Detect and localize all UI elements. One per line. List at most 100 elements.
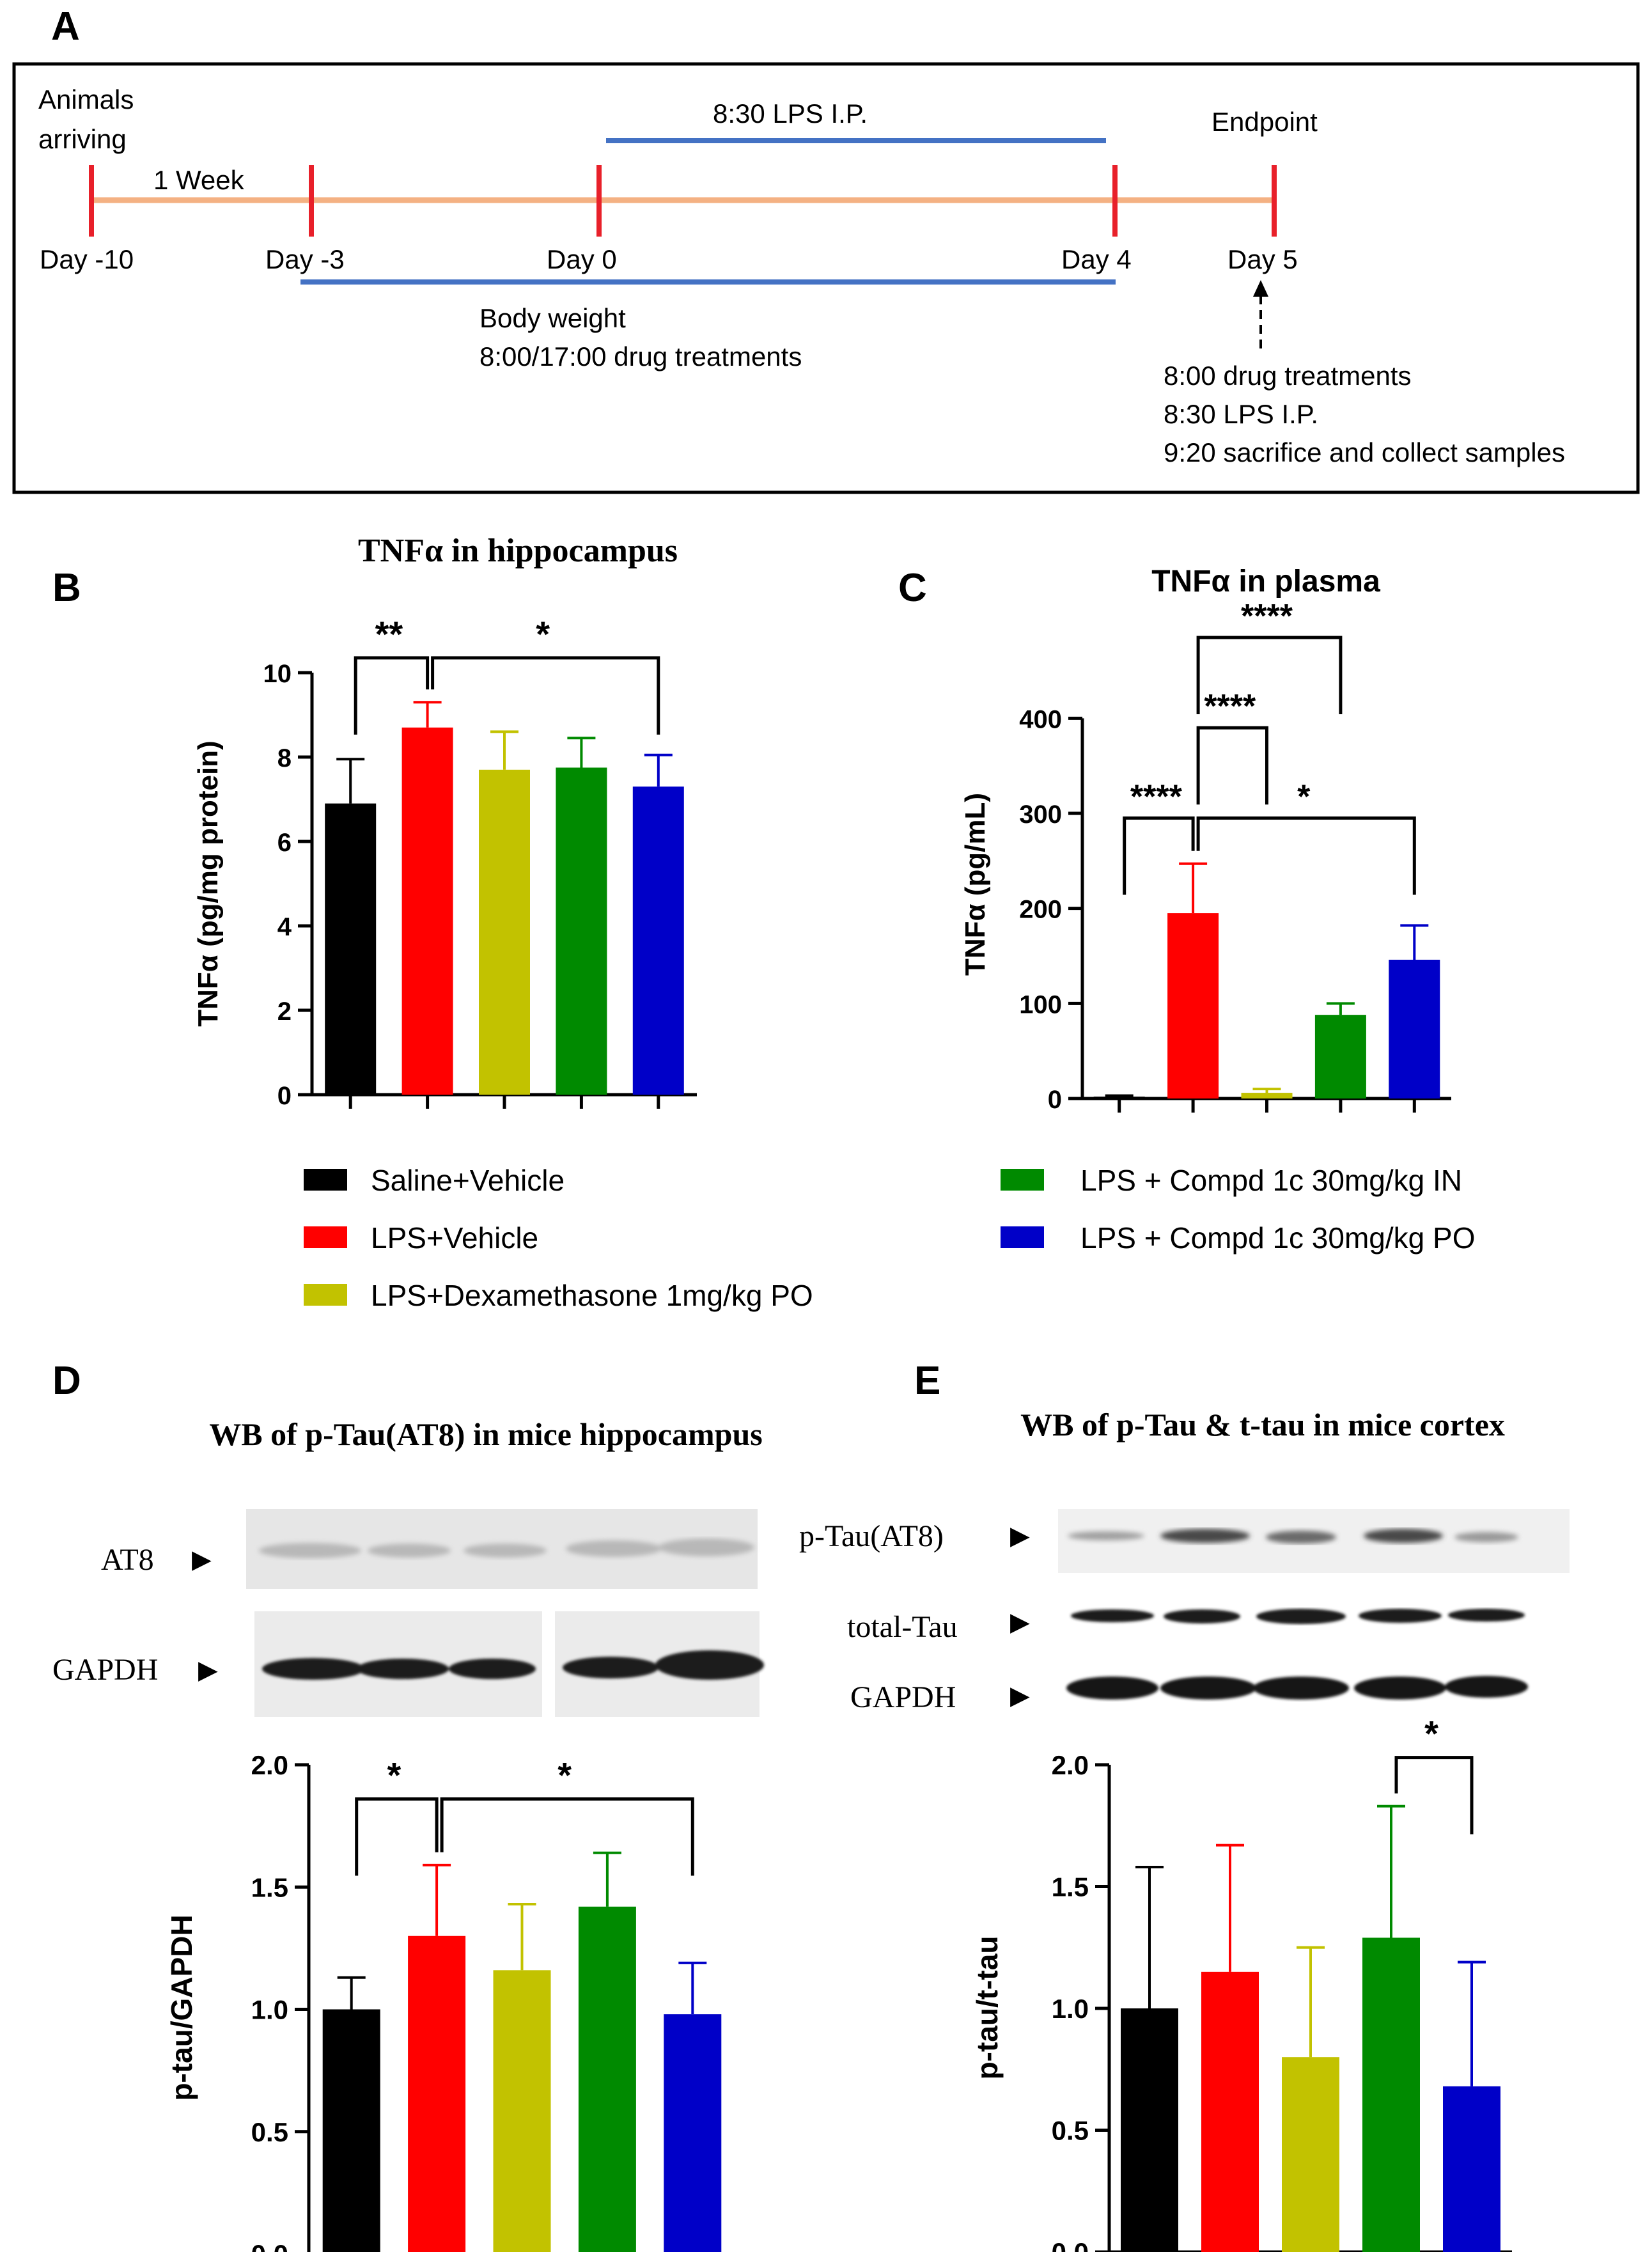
legend-swatch-compd-in [1001, 1169, 1044, 1191]
end-line-2: 8:30 LPS I.P. [1164, 399, 1318, 429]
timeline-ticks [89, 165, 1277, 237]
panel-label-b: B [52, 566, 81, 610]
y-axis-label: p-tau/GAPDH [165, 1914, 198, 2100]
panel-label-d: D [52, 1359, 81, 1403]
body-weight-label: Body weight [479, 303, 626, 333]
bar [1093, 1097, 1145, 1099]
blot-e-label-gapdh: GAPDH [850, 1680, 956, 1714]
significance-label: * [1424, 1714, 1438, 1754]
endpoint-label: Endpoint [1212, 107, 1318, 137]
blot-e-title: WB of p-Tau & t-tau in mice cortex [1020, 1407, 1505, 1443]
significance-label: * [557, 1755, 572, 1795]
y-tick-label: 300 [1019, 801, 1062, 829]
legend: Saline+Vehicle LPS+Vehicle LPS+Dexametha… [304, 1164, 1475, 1312]
arrow-icon: ▶ [1010, 1682, 1030, 1710]
day-label-1: Day -3 [265, 244, 345, 274]
bar [1167, 913, 1219, 1099]
panel-label-a: A [51, 4, 80, 49]
animals-label-2: arriving [38, 124, 127, 154]
bar [408, 1935, 466, 2252]
chart-e: 0.0 0.5 1.0 1.5 2.0 p-tau/t-tau * [970, 1714, 1512, 2252]
y-tick-label: 0.0 [251, 2239, 288, 2252]
blot-d-label-at8: AT8 [101, 1543, 154, 1577]
panel-label-e: E [914, 1359, 940, 1403]
significance-label: * [1297, 778, 1311, 815]
bar [1362, 1937, 1420, 2252]
blot-e-gapdh [1066, 1676, 1528, 1700]
bar [1201, 1971, 1259, 2252]
blot-d-gapdh [254, 1611, 764, 1717]
chart-c-title: TNFα in plasma [1151, 565, 1380, 598]
y-tick-label: 1.5 [251, 1872, 288, 1902]
significance-label: **** [1130, 778, 1183, 815]
arrow-icon: ▶ [192, 1545, 212, 1574]
blot-d-at8 [246, 1509, 758, 1589]
bar [1389, 959, 1440, 1099]
arrow-head-icon [1253, 280, 1268, 297]
y-tick-label: 1.0 [1052, 1994, 1089, 2024]
significance-bracket [1196, 726, 1268, 805]
arrow-icon: ▶ [198, 1656, 218, 1684]
day-label-3: Day 4 [1061, 244, 1132, 274]
bar [479, 769, 530, 1095]
blot-e-label-total-tau: total-Tau [847, 1610, 958, 1644]
bar [664, 2014, 722, 2252]
legend-swatch-dexamethasone [304, 1284, 347, 1306]
y-axis-label: p-tau/t-tau [970, 1936, 1004, 2080]
legend-label-compd-in: LPS + Compd 1c 30mg/kg IN [1080, 1164, 1462, 1197]
bar [1121, 2008, 1178, 2252]
bar [1282, 2057, 1339, 2252]
significance-label: ** [375, 614, 403, 654]
lps-ip-label: 8:30 LPS I.P. [713, 98, 868, 129]
y-tick-label: 0.0 [1052, 2237, 1089, 2252]
end-line-3: 9:20 sacrifice and collect samples [1164, 437, 1565, 467]
timeline-frame [12, 62, 1640, 494]
bar [578, 1906, 636, 2252]
blot-d-label-gapdh: GAPDH [52, 1653, 158, 1687]
significance-bracket [355, 1797, 439, 1876]
y-tick-label: 0 [277, 1082, 292, 1110]
y-tick-label: 400 [1019, 705, 1062, 733]
arrow-icon: ▶ [1010, 1522, 1030, 1550]
panel-label-c: C [898, 566, 927, 610]
legend-label-saline: Saline+Vehicle [371, 1164, 565, 1197]
y-tick-label: 6 [277, 829, 292, 857]
significance-label: **** [1204, 688, 1256, 725]
end-line-1: 8:00 drug treatments [1164, 361, 1412, 391]
legend-label-compd-po: LPS + Compd 1c 30mg/kg PO [1080, 1221, 1475, 1255]
significance-label: * [387, 1755, 401, 1795]
significance-label: * [536, 614, 550, 654]
bar [493, 1970, 551, 2252]
bar [1241, 1093, 1293, 1099]
blot-d-title: WB of p-Tau(AT8) in mice hippocampus [209, 1416, 762, 1452]
day-label-4: Day 5 [1227, 244, 1298, 274]
legend-swatch-lps-vehicle [304, 1226, 347, 1248]
y-tick-label: 1.0 [251, 1995, 288, 2025]
drug-treatment-label: 8:00/17:00 drug treatments [479, 341, 802, 371]
legend-label-dexamethasone: LPS+Dexamethasone 1mg/kg PO [371, 1279, 813, 1312]
animals-label-1: Animals [38, 84, 134, 114]
y-tick-label: 8 [277, 744, 292, 772]
blot-e-total-tau [1071, 1609, 1525, 1624]
y-tick-label: 100 [1019, 990, 1062, 1019]
y-axis-label: TNFα (pg/mg protein) [192, 740, 224, 1026]
y-tick-label: 2.0 [1052, 1750, 1089, 1780]
day-label-0: Day -10 [40, 244, 134, 274]
significance-bracket [1196, 636, 1343, 714]
bar [1443, 2086, 1500, 2252]
y-tick-label: 200 [1019, 896, 1062, 924]
y-tick-label: 0 [1048, 1086, 1062, 1114]
significance-bracket [440, 1797, 694, 1876]
significance-bracket [1196, 816, 1416, 895]
significance-bracket [1394, 1756, 1474, 1834]
y-tick-label: 10 [263, 660, 292, 688]
chart-d: 0.0 0.5 1.0 1.5 2.0 p-tau/GAPDH * * [165, 1750, 722, 2252]
blot-e-label-ptau: p-Tau(AT8) [799, 1519, 944, 1553]
bar [632, 786, 684, 1095]
y-tick-label: 1.5 [1052, 1872, 1089, 1902]
bar [322, 2009, 380, 2252]
significance-bracket [1123, 816, 1195, 895]
